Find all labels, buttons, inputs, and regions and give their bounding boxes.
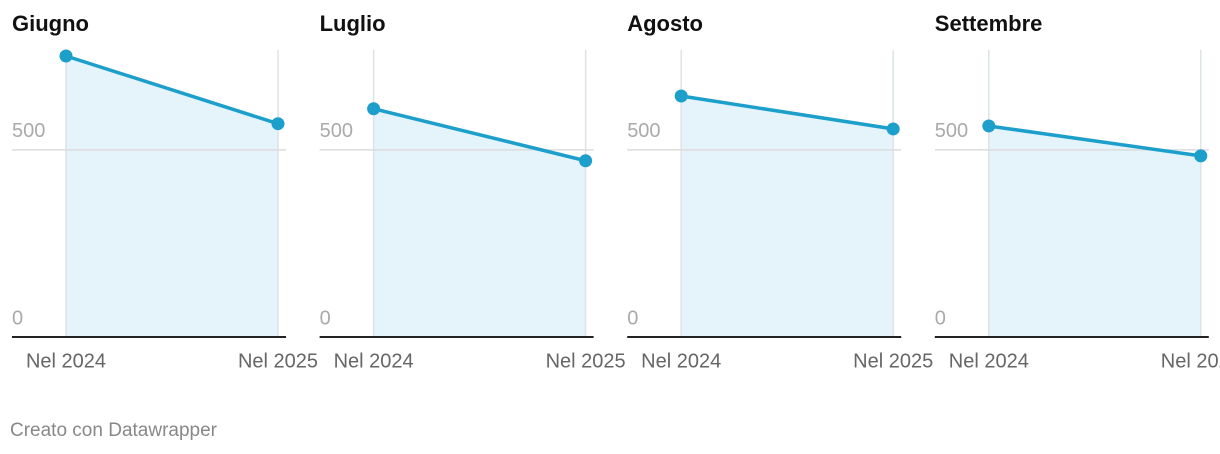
panel-title: Giugno [12,11,89,36]
point [982,119,996,133]
line [680,94,894,131]
x-tick-label: Nel 2024 [26,350,106,372]
area [988,125,1201,337]
x-tick-label: Nel 2025 [853,350,933,372]
x-tick-label: Nel 2024 [949,350,1029,372]
panel-title: Luglio [320,11,386,36]
y-tick-label: 0 [12,307,23,329]
y-tick-label: 0 [627,307,638,329]
area [373,108,586,337]
point [59,49,73,63]
x-tick-label: Nel 2025 [238,350,318,372]
panel-title: Agosto [627,11,703,36]
footer: Creato con Datawrapper [10,420,218,441]
point [886,122,900,136]
x-tick-label: Nel 2024 [334,350,414,372]
point [674,89,688,103]
y-tick-label: 0 [320,307,331,329]
point [367,102,381,116]
line [65,54,279,126]
area [66,55,278,337]
area [681,96,894,337]
point [271,117,285,131]
y-tick-label: 500 [320,120,353,142]
y-tick-label: 0 [935,307,946,329]
x-tick-label: Nel 2024 [641,350,721,372]
point [579,154,593,168]
y-tick-label: 500 [12,120,45,142]
point [1194,149,1208,163]
line [373,107,587,163]
y-tick-label: 500 [935,120,968,142]
y-tick-label: 500 [627,120,660,142]
panel-title: Settembre [935,11,1043,36]
x-tick-label: Nel 2025 [546,350,626,372]
x-tick-label: Nel 2025 [1161,350,1220,372]
line [988,124,1202,158]
